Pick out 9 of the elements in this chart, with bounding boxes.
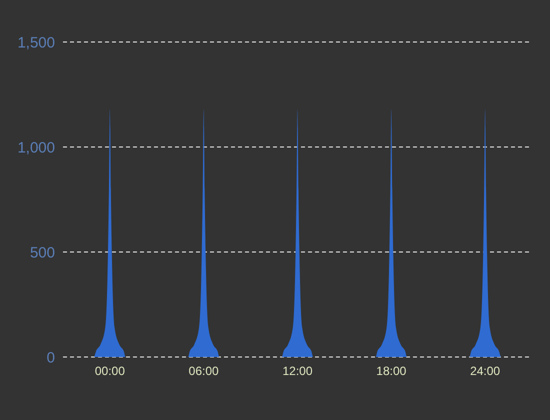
x-tick-label: 00:00 [94,364,126,378]
y-tick-label: 0 [46,349,55,366]
x-tick-label: 24:00 [470,364,500,378]
y-tick-label: 1,500 [17,34,55,52]
x-tick-label: 06:00 [188,364,220,378]
x-tick-label: 12:00 [282,364,313,378]
y-tick-label: 500 [30,244,55,262]
x-tick-label: 18:00 [376,364,407,378]
y-tick-label: 1,000 [17,139,55,156]
